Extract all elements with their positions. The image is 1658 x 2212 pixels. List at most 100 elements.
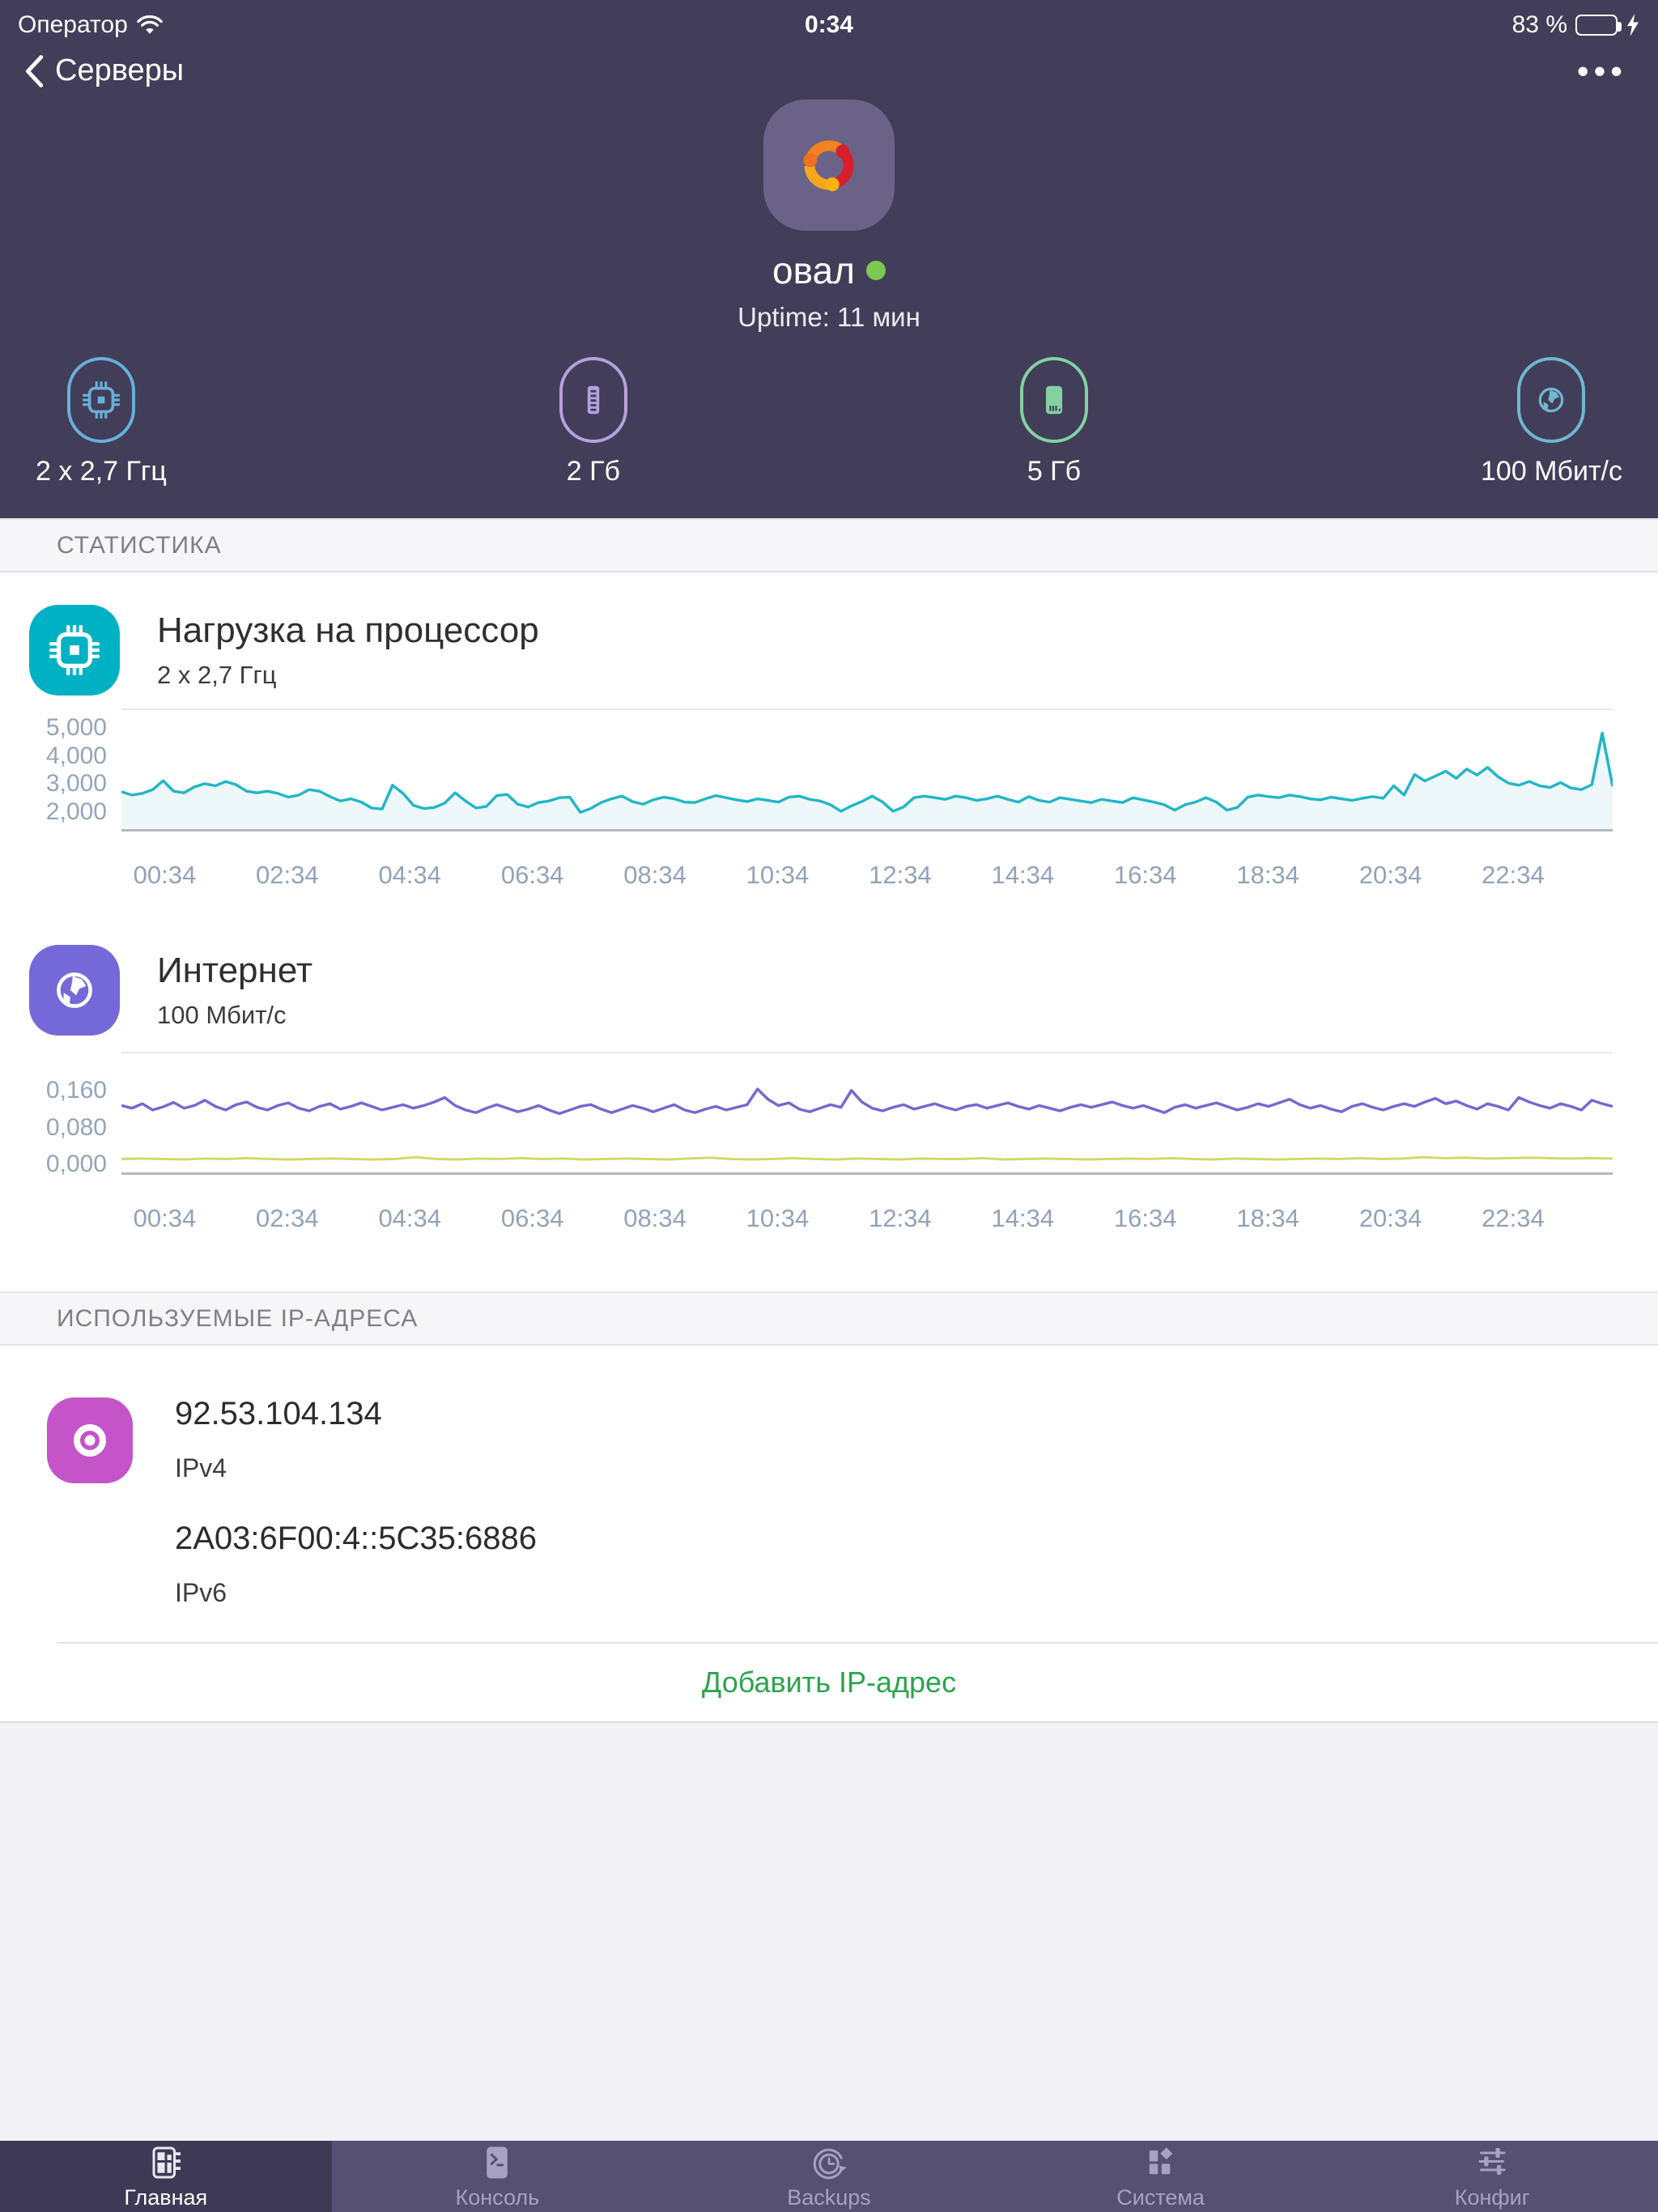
server-header: Оператор 0:34 83 % xyxy=(0,0,1658,518)
spec-network: 100 Мбит/с xyxy=(1481,357,1622,487)
x-axis-tick: 04:34 xyxy=(378,861,442,889)
charging-bolt-icon xyxy=(1626,14,1640,36)
tab-backups-label: Backups xyxy=(787,2184,871,2210)
net-chart-x-axis: 00:34 02:34 04:34 06:34 08:34 10:34 12:34 14:34… xyxy=(121,1204,1613,1236)
x-axis-tick: 12:34 xyxy=(869,861,932,889)
cpu-card-head: Нагрузка на процессор 2 x 2,7 Ггц xyxy=(0,605,1658,696)
server-identity: овал Uptime: 11 мин xyxy=(0,100,1658,333)
ram-spec-label: 2 Гб xyxy=(566,456,620,487)
config-icon xyxy=(1473,2143,1511,2182)
cpu-chart-plot xyxy=(121,708,1613,832)
ip-list-item[interactable]: 92.53.104.134 IPv4 xyxy=(175,1396,1658,1483)
x-axis-tick: 12:34 xyxy=(869,1204,932,1232)
cpu-icon xyxy=(66,357,135,443)
cpu-chart-x-axis: 00:34 02:34 04:34 06:34 08:34 10:34 12:34 14:34… xyxy=(121,861,1613,893)
spec-disk: 5 Гб xyxy=(1019,357,1088,487)
cpu-spec-label: 2 x 2,7 Ггц xyxy=(36,456,167,487)
x-axis-tick: 08:34 xyxy=(623,1204,687,1232)
net-chart-y-axis: 0,000 0,080 0,160 xyxy=(0,1052,107,1177)
tab-config[interactable]: Конфиг xyxy=(1326,2141,1658,2212)
status-online-dot xyxy=(865,261,886,280)
x-axis-tick: 16:34 xyxy=(1113,861,1177,889)
console-icon xyxy=(478,2143,517,2182)
x-axis-tick: 00:34 xyxy=(133,1204,197,1232)
x-axis-tick: 22:34 xyxy=(1482,1204,1545,1232)
tab-config-label: Конфиг xyxy=(1454,2184,1530,2210)
y-axis-tick: 0,160 xyxy=(45,1077,107,1104)
server-name: овал xyxy=(772,249,855,291)
x-axis-tick: 06:34 xyxy=(500,1204,564,1232)
tab-system[interactable]: Система xyxy=(995,2141,1327,2212)
tab-console[interactable]: Консоль xyxy=(332,2141,664,2212)
x-axis-tick: 02:34 xyxy=(256,1204,319,1232)
ipv4-type-label: IPv4 xyxy=(175,1453,227,1482)
x-axis-tick: 04:34 xyxy=(378,1204,442,1232)
dashboard-icon xyxy=(147,2143,185,2182)
ipv6-address: 2A03:6F00:4::5C35:6886 xyxy=(175,1521,538,1556)
battery-percent: 83 % xyxy=(1511,11,1567,38)
statistics-section: Нагрузка на процессор 2 x 2,7 Ггц 2,000 3… xyxy=(0,572,1658,1291)
x-axis-tick: 08:34 xyxy=(623,861,687,889)
status-bar: Оператор 0:34 83 % xyxy=(0,0,1658,42)
net-chart-subtitle: 100 Мбит/с xyxy=(157,1001,287,1029)
y-axis-tick: 0,000 xyxy=(45,1151,107,1178)
net-card-head: Интернет 100 Мбит/с xyxy=(0,945,1658,1036)
empty-area xyxy=(0,1721,1658,2141)
tab-console-label: Консоль xyxy=(455,2184,540,2210)
disk-icon xyxy=(1019,357,1088,443)
cpu-load-icon xyxy=(29,605,120,696)
tab-home-label: Главная xyxy=(124,2184,208,2210)
x-axis-tick: 16:34 xyxy=(1113,1204,1177,1232)
spec-cpu: 2 x 2,7 Ггц xyxy=(36,357,167,487)
divider xyxy=(57,1642,1658,1644)
nav-bar: Серверы ••• xyxy=(0,42,1658,88)
battery-icon xyxy=(1575,15,1622,36)
x-axis-tick: 06:34 xyxy=(500,861,564,889)
x-axis-tick: 18:34 xyxy=(1236,861,1299,889)
clock: 0:34 xyxy=(804,11,854,38)
back-label: Серверы xyxy=(55,53,185,87)
x-axis-tick: 18:34 xyxy=(1236,1204,1299,1232)
uptime-label: Uptime: 11 мин xyxy=(738,302,920,332)
network-spec-label: 100 Мбит/с xyxy=(1481,456,1622,487)
tab-backups[interactable]: Backups xyxy=(663,2141,995,2212)
spec-ram: 2 Гб xyxy=(559,357,627,487)
y-axis-tick: 5,000 xyxy=(45,714,107,742)
x-axis-tick: 10:34 xyxy=(746,861,810,889)
x-axis-tick: 14:34 xyxy=(991,861,1055,889)
x-axis-tick: 14:34 xyxy=(991,1204,1055,1232)
y-axis-tick: 2,000 xyxy=(45,798,107,825)
tab-home[interactable]: Главная xyxy=(0,2141,332,2212)
internet-chart: 0,000 0,080 0,160 00:34 02:34 04:34 06:34 08:3… xyxy=(0,1052,1658,1238)
tab-system-label: Система xyxy=(1116,2184,1205,2210)
y-axis-tick: 0,080 xyxy=(45,1113,107,1141)
add-ip-button[interactable]: Добавить IP-адрес xyxy=(701,1665,957,1699)
ip-addresses-section: 92.53.104.134 IPv4 2A03:6F00:4::5C35:688… xyxy=(0,1346,1658,1721)
net-chart-plot xyxy=(121,1052,1613,1175)
carrier-label: Оператор xyxy=(18,11,128,38)
network-icon xyxy=(1517,357,1586,443)
ip-list-item[interactable]: 2A03:6F00:4::5C35:6886 IPv6 xyxy=(175,1521,1658,1608)
back-button[interactable]: Серверы xyxy=(24,53,184,88)
more-button[interactable]: ••• xyxy=(1576,51,1627,90)
disk-spec-label: 5 Гб xyxy=(1027,456,1082,487)
x-axis-tick: 10:34 xyxy=(746,1204,810,1232)
ram-icon xyxy=(559,357,627,443)
y-axis-tick: 3,000 xyxy=(45,770,107,798)
ubuntu-logo-icon xyxy=(789,125,869,206)
x-axis-tick: 00:34 xyxy=(133,861,197,889)
wifi-icon xyxy=(136,15,164,36)
net-chart-title: Интернет xyxy=(157,951,312,990)
server-os-icon xyxy=(763,100,895,231)
ipv4-address: 92.53.104.134 xyxy=(175,1396,382,1431)
tab-bar: Главная Консоль Backups xyxy=(0,2141,1658,2212)
x-axis-tick: 20:34 xyxy=(1358,1204,1422,1232)
x-axis-tick: 22:34 xyxy=(1482,861,1545,889)
ipv6-type-label: IPv6 xyxy=(175,1578,227,1607)
chevron-left-icon xyxy=(24,54,44,88)
system-icon xyxy=(1141,2143,1180,2182)
cpu-chart-subtitle: 2 x 2,7 Ггц xyxy=(157,661,277,689)
internet-icon xyxy=(29,945,120,1036)
y-axis-tick: 4,000 xyxy=(45,742,107,769)
x-axis-tick: 02:34 xyxy=(256,861,319,889)
